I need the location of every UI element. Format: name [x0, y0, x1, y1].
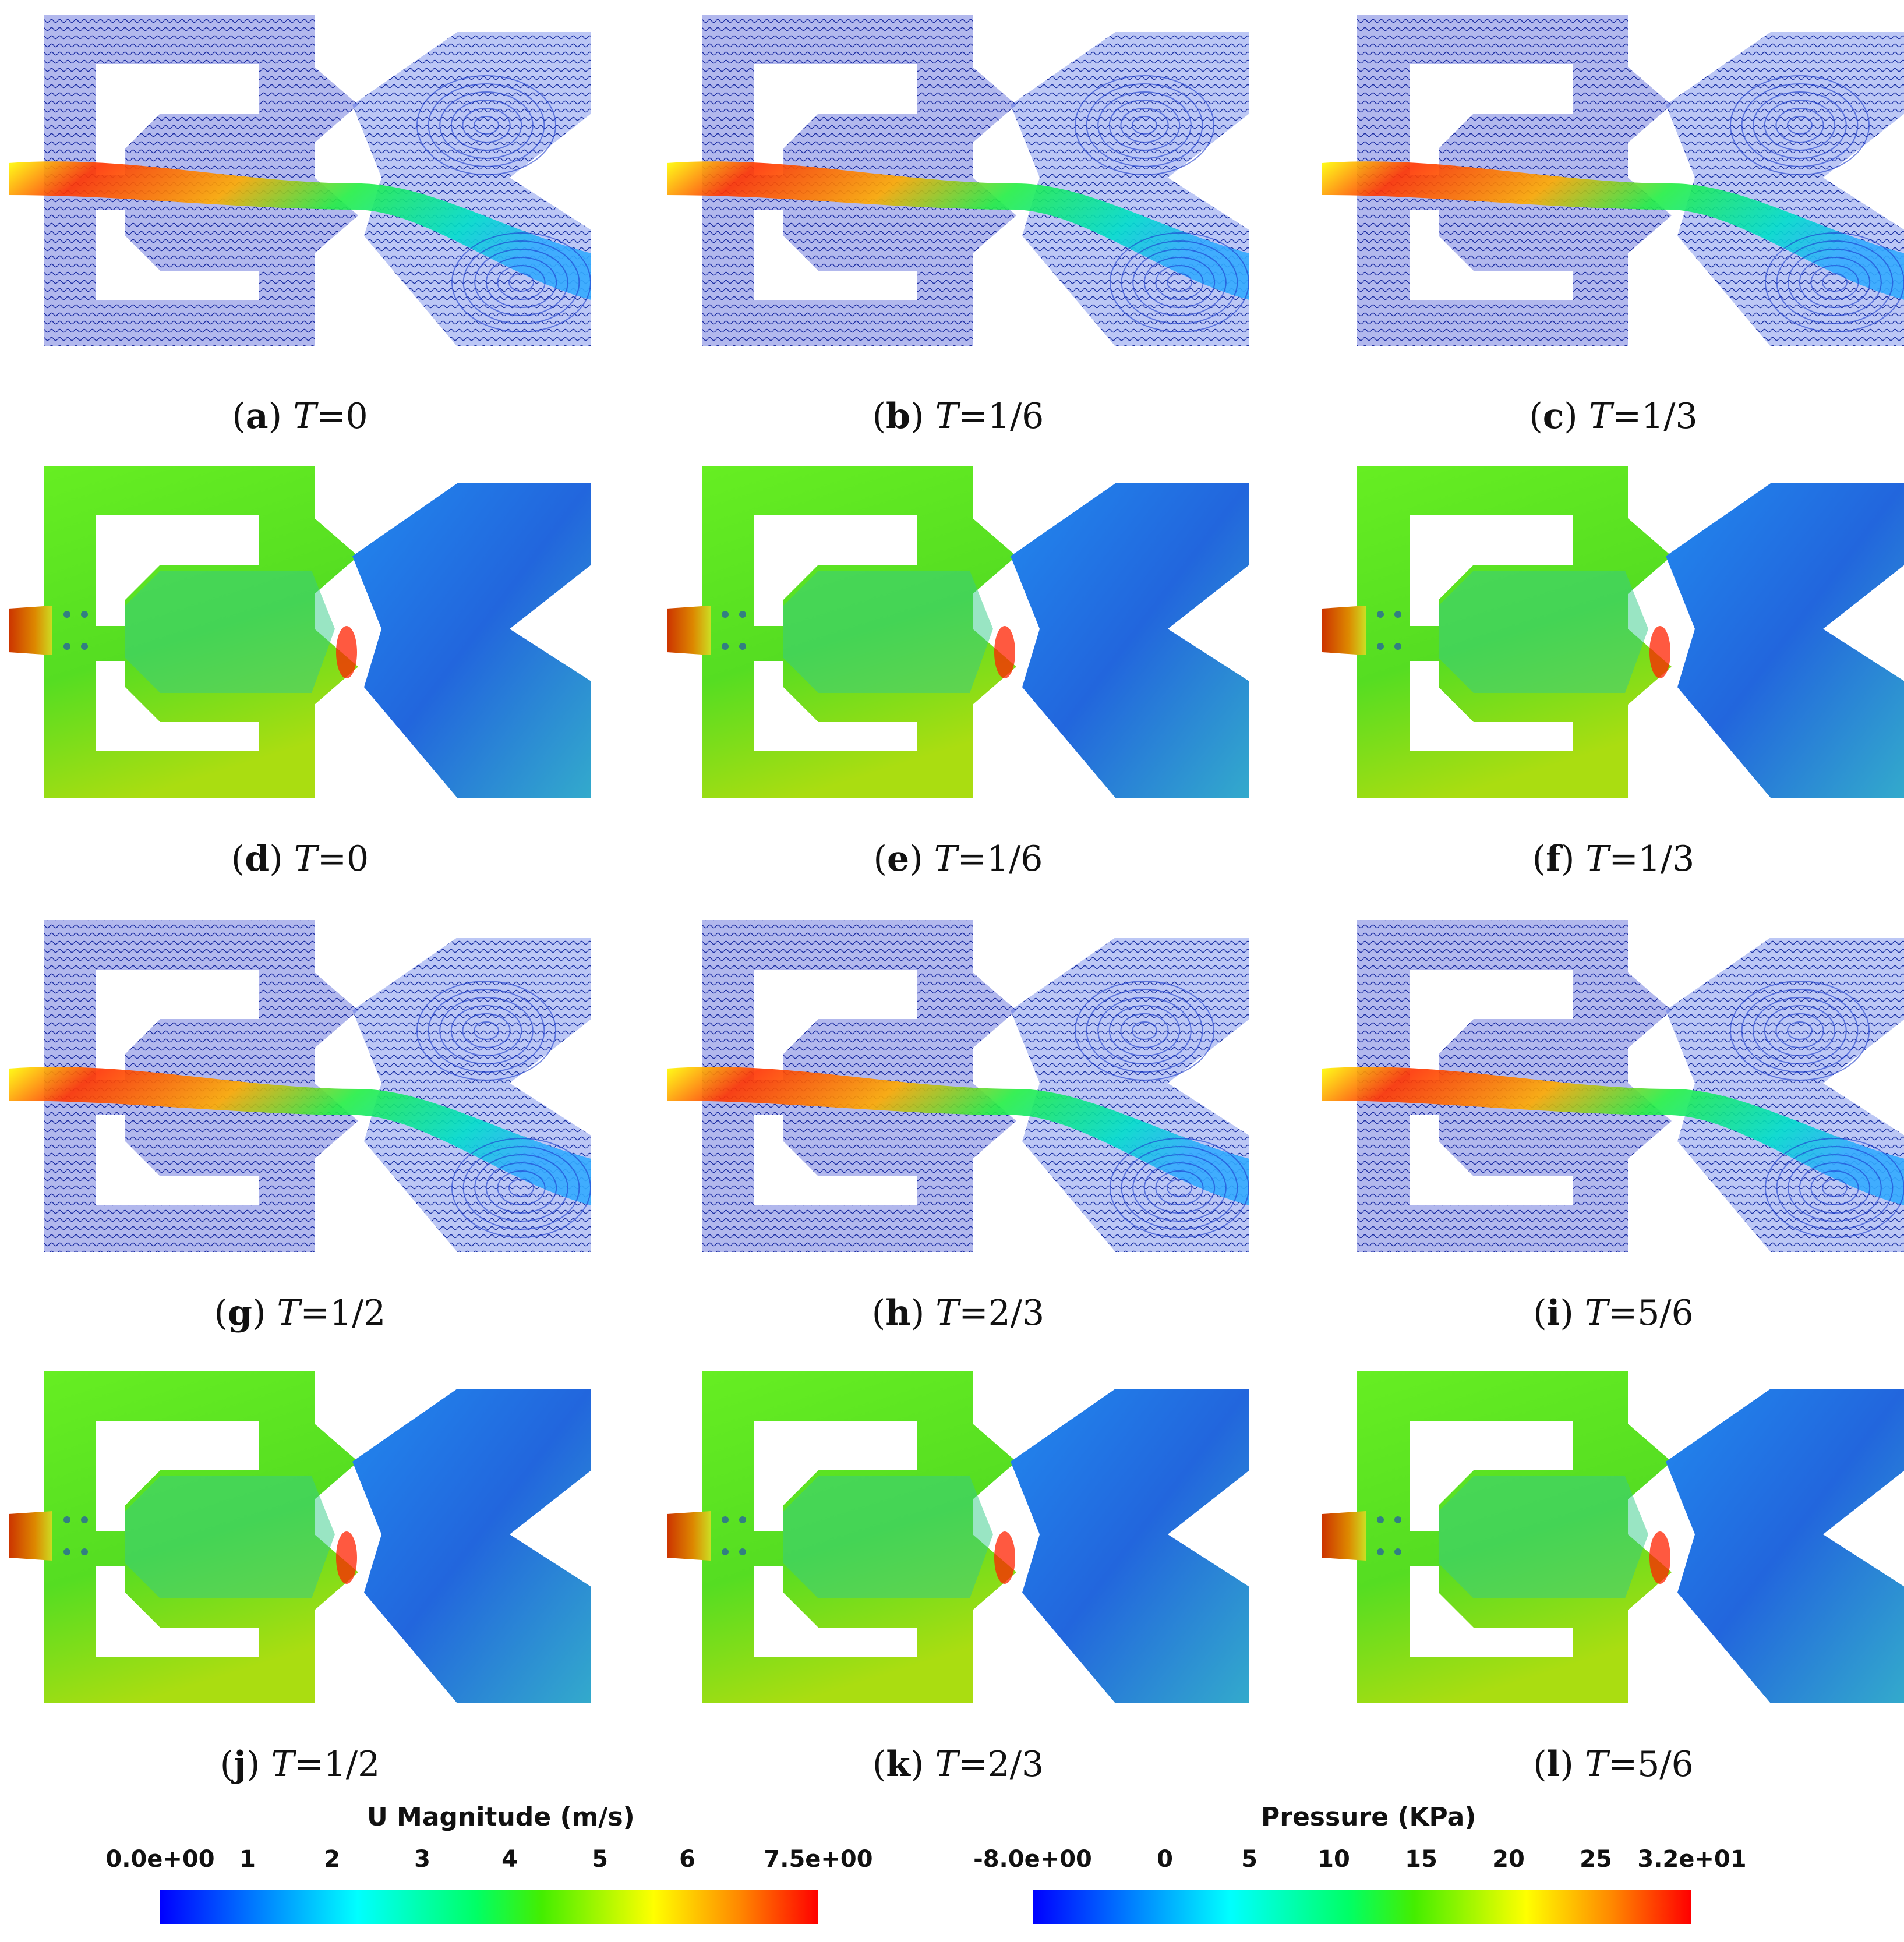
time-value: =1/3 [1609, 839, 1695, 879]
high-velocity-jet [1322, 161, 1904, 300]
velocity-tick-label: 4 [501, 1846, 518, 1873]
time-value: =1/6 [957, 839, 1043, 879]
low-pressure-region [352, 483, 591, 798]
pressure-contour-plot-k [667, 1366, 1249, 1715]
pressure-tick-label: 10 [1317, 1846, 1350, 1873]
time-symbol: T [271, 1744, 295, 1785]
panel-label: j [234, 1744, 246, 1785]
pressure-colorbar-gradient [1033, 1890, 1691, 1924]
high-velocity-jet [9, 161, 591, 300]
panel-label: a [245, 396, 269, 437]
low-pressure-region [1666, 483, 1904, 798]
panel-label: l [1546, 1744, 1560, 1785]
time-value: =1/2 [294, 1744, 380, 1785]
pressure-contour-plot-l [1322, 1366, 1904, 1715]
panel-label: b [886, 396, 910, 437]
velocity-tick-label: 5 [592, 1846, 608, 1873]
panel-caption-c: (c) T=1/3 [1529, 396, 1698, 437]
time-symbol: T [1584, 1744, 1608, 1785]
velocity-streamline-plot-h [667, 914, 1249, 1264]
time-symbol: T [1588, 396, 1612, 437]
pressure-tick-label: 5 [1241, 1846, 1257, 1873]
velocity-tick-label: 7.5e+00 [764, 1846, 873, 1873]
panel-caption-j: (j) T=1/2 [220, 1744, 380, 1785]
low-pressure-region [1011, 483, 1249, 798]
time-value: =5/6 [1608, 1293, 1694, 1333]
time-value: =2/3 [958, 1744, 1044, 1785]
pressure-tick-label: 0 [1157, 1846, 1173, 1873]
low-pressure-region [352, 1389, 591, 1703]
time-value: =5/6 [1608, 1744, 1694, 1785]
panel-label: h [885, 1293, 911, 1333]
velocity-streamline-plot-g [9, 914, 591, 1264]
panel-caption-i: (i) T=5/6 [1533, 1293, 1694, 1333]
time-symbol: T [1585, 839, 1609, 879]
time-symbol: T [934, 839, 958, 879]
velocity-colorbar-gradient [160, 1890, 818, 1924]
time-value: =1/2 [300, 1293, 386, 1333]
velocity-tick-label: 0.0e+00 [105, 1846, 215, 1873]
time-symbol: T [935, 1744, 959, 1785]
pressure-contour-plot-d [9, 460, 591, 809]
panel-label: g [228, 1293, 252, 1333]
time-symbol: T [294, 839, 317, 879]
velocity-tick-label: 3 [414, 1846, 430, 1873]
panel-caption-g: (g) T=1/2 [214, 1293, 386, 1333]
time-value: =0 [316, 396, 368, 437]
time-symbol: T [935, 396, 959, 437]
panel-label: c [1542, 396, 1564, 437]
velocity-streamline-plot-i [1322, 914, 1904, 1264]
velocity-streamline-plot-c [1322, 9, 1904, 358]
time-value: =1/3 [1612, 396, 1698, 437]
high-velocity-jet [667, 161, 1249, 300]
panel-caption-k: (k) T=2/3 [872, 1744, 1044, 1785]
pressure-contour-plot-e [667, 460, 1249, 809]
velocity-colorbar-title: U Magnitude (m/s) [367, 1802, 635, 1832]
panel-label: e [886, 839, 910, 879]
pressure-contour-plot-j [9, 1366, 591, 1715]
panel-label: k [886, 1744, 910, 1785]
panel-caption-h: (h) T=2/3 [871, 1293, 1045, 1333]
velocity-tick-label: 6 [679, 1846, 695, 1873]
velocity-streamline-plot-b [667, 9, 1249, 358]
panel-label: i [1546, 1293, 1560, 1333]
panel-caption-l: (l) T=5/6 [1533, 1744, 1694, 1785]
pressure-tick-label: 15 [1405, 1846, 1437, 1873]
pressure-tick-label: -8.0e+00 [973, 1846, 1092, 1873]
time-symbol: T [935, 1293, 959, 1333]
panel-caption-d: (d) T=0 [231, 839, 369, 879]
panel-caption-f: (f) T=1/3 [1532, 839, 1695, 879]
velocity-streamline-plot-a [9, 9, 591, 358]
velocity-tick-label: 2 [324, 1846, 340, 1873]
time-value: =2/3 [959, 1293, 1045, 1333]
panel-label: d [245, 839, 270, 879]
panel-label: f [1546, 839, 1561, 879]
time-symbol: T [277, 1293, 301, 1333]
pressure-tick-label: 20 [1492, 1846, 1525, 1873]
pressure-tick-label: 25 [1580, 1846, 1612, 1873]
panel-caption-a: (a) T=0 [232, 396, 368, 437]
low-pressure-region [1011, 1389, 1249, 1703]
high-velocity-jet [9, 1067, 591, 1205]
low-pressure-region [1666, 1389, 1904, 1703]
time-symbol: T [293, 396, 317, 437]
time-value: =1/6 [958, 396, 1044, 437]
time-value: =0 [317, 839, 369, 879]
panel-caption-e: (e) T=1/6 [873, 839, 1043, 879]
high-velocity-jet [1322, 1067, 1904, 1205]
time-symbol: T [1584, 1293, 1608, 1333]
velocity-tick-label: 1 [239, 1846, 256, 1873]
pressure-tick-label: 3.2e+01 [1637, 1846, 1747, 1873]
high-velocity-jet [667, 1067, 1249, 1205]
panel-caption-b: (b) T=1/6 [872, 396, 1044, 437]
pressure-colorbar-title: Pressure (KPa) [1261, 1802, 1476, 1832]
pressure-contour-plot-f [1322, 460, 1904, 809]
